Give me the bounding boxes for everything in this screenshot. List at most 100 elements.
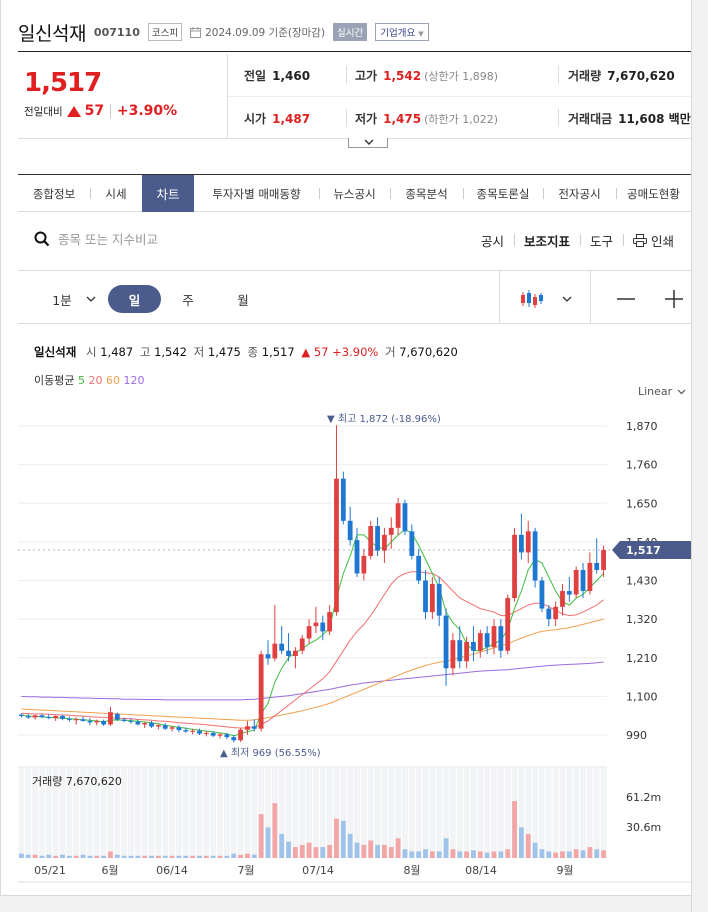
quote-grid: 전일 1,460 고가 1,542 (상한가 1,898) 거래량 7,670,620 … bbox=[228, 54, 691, 138]
candle-body bbox=[354, 540, 360, 574]
trade-amount: 거래대금 11,608 백만 bbox=[568, 110, 691, 127]
volume-bg-stripe bbox=[463, 768, 470, 858]
search-icon[interactable] bbox=[34, 231, 50, 247]
volume-bar bbox=[416, 851, 422, 858]
print-button[interactable]: 인쇄 bbox=[622, 231, 684, 250]
realtime-badge[interactable]: 실시간 bbox=[333, 23, 368, 41]
expand-toggle[interactable] bbox=[348, 138, 388, 148]
compare-search-input[interactable] bbox=[58, 231, 258, 247]
candle-body bbox=[128, 720, 134, 722]
chart-type-select[interactable] bbox=[513, 285, 578, 313]
candle-body bbox=[375, 526, 380, 551]
volume-bar bbox=[423, 849, 428, 858]
ma5-legend: 5 bbox=[77, 374, 85, 387]
quote-divider bbox=[558, 66, 559, 84]
volume-bar bbox=[258, 814, 264, 858]
chart-ohlc-info: 일신석재 시 1,487 고 1,542 저 1,475 종 1,517 ▲ 5… bbox=[34, 344, 461, 360]
volume-bg-stripe bbox=[155, 768, 162, 858]
volume-bar bbox=[347, 833, 353, 858]
scale-select[interactable]: Linear bbox=[638, 385, 686, 398]
tab-4[interactable]: 뉴스공시 bbox=[319, 175, 390, 212]
volume-bar bbox=[327, 844, 333, 858]
price-change: 전일대비 57 | +3.90% bbox=[24, 103, 177, 119]
candle-body bbox=[279, 643, 285, 651]
tab-8[interactable]: 공매도현황 bbox=[616, 175, 691, 212]
x-tick-label: 06/14 bbox=[156, 864, 188, 877]
volume-bg-stripe bbox=[470, 768, 477, 858]
candle-body bbox=[238, 729, 243, 741]
candle-body bbox=[286, 650, 291, 656]
volume-label: 거 bbox=[384, 345, 396, 359]
volume-bar bbox=[484, 852, 490, 858]
volume-bar bbox=[279, 833, 285, 858]
horizontal-scrollbar[interactable] bbox=[0, 895, 691, 912]
volume-bg-stripe bbox=[340, 768, 347, 858]
volume-bar bbox=[402, 849, 408, 858]
candle-body bbox=[402, 503, 408, 532]
volume-bar bbox=[532, 842, 538, 858]
volume-bar bbox=[594, 849, 600, 858]
volume-value: 7,670,620 bbox=[399, 345, 458, 359]
volume-bg-stripe bbox=[484, 768, 491, 858]
candle-body bbox=[121, 719, 127, 721]
tool-button[interactable]: 도구 bbox=[579, 231, 623, 250]
tab-3[interactable]: 투자자별 매매동향 bbox=[212, 186, 301, 201]
candle-body bbox=[539, 580, 545, 609]
volume-bg-stripe bbox=[59, 768, 66, 858]
quote-row: 시가 1,487 저가 1,475 (하한가 1,022) 거래대금 11,608 백만 bbox=[228, 96, 691, 138]
volume-bg-stripe bbox=[176, 768, 182, 858]
tab-0[interactable]: 종합정보 bbox=[32, 186, 76, 201]
quote-row: 전일 1,460 고가 1,542 (상한가 1,898) 거래량 7,670,620 bbox=[228, 54, 691, 96]
volume-bar bbox=[539, 849, 545, 858]
candle-body bbox=[224, 734, 230, 738]
ma20-legend: 20 bbox=[88, 374, 103, 387]
close-value: 1,517 bbox=[261, 345, 295, 359]
zoom-out-button[interactable] bbox=[614, 285, 638, 313]
high-price: 고가 1,542 (상한가 1,898) bbox=[355, 67, 498, 84]
tab-2[interactable]: 차트 bbox=[142, 175, 194, 212]
ma120-line bbox=[21, 661, 604, 701]
candle-body bbox=[272, 643, 278, 659]
period-month[interactable]: 월 bbox=[237, 292, 249, 308]
volume-bg-stripe bbox=[573, 768, 580, 858]
y-tick-label: 1,320 bbox=[626, 613, 658, 626]
tab-6[interactable]: 종목토론실 bbox=[463, 175, 543, 212]
notice-button[interactable]: 공시 bbox=[480, 234, 504, 249]
y-tick-label: 1,100 bbox=[626, 690, 658, 703]
ma60-legend: 60 bbox=[105, 374, 120, 387]
indicator-button[interactable]: 보조지표 bbox=[513, 231, 580, 250]
period-day[interactable]: 일 bbox=[108, 285, 161, 313]
candle-body bbox=[245, 726, 250, 730]
quote-divider bbox=[346, 66, 347, 84]
period-week[interactable]: 주 bbox=[182, 292, 194, 308]
volume-bar bbox=[94, 855, 100, 858]
vertical-scrollbar[interactable] bbox=[691, 0, 708, 912]
candle-body bbox=[464, 641, 469, 662]
stock-code: 007110 bbox=[93, 25, 140, 39]
amount-label: 거래대금 bbox=[568, 112, 613, 126]
candle-body bbox=[162, 725, 168, 729]
candle-body bbox=[73, 719, 79, 721]
candle-body bbox=[87, 720, 93, 723]
low-value: 1,475 bbox=[383, 112, 422, 126]
tab-7[interactable]: 전자공시 bbox=[543, 175, 616, 212]
minute-select[interactable]: 1분 bbox=[44, 285, 104, 313]
date-info: 2024.09.09 기준(장마감) bbox=[190, 25, 325, 40]
volume-bg-stripe bbox=[182, 768, 189, 858]
candle-body bbox=[176, 727, 182, 731]
volume-bar bbox=[39, 855, 45, 858]
zoom-in-button[interactable] bbox=[662, 285, 686, 313]
volume-bg-stripe bbox=[497, 768, 504, 858]
volume-bar bbox=[32, 854, 38, 858]
volume-bg-stripe bbox=[456, 768, 463, 858]
volume-bg-stripe bbox=[586, 768, 593, 858]
volume-bar bbox=[429, 851, 435, 858]
corp-info-button[interactable]: 기업개요 ▼ bbox=[375, 23, 429, 41]
volume-bar bbox=[142, 855, 148, 858]
price-chart[interactable]: 1,8701,7601,6501,5401,4301,3201,2101,100… bbox=[0, 395, 691, 895]
volume-bg-stripe bbox=[381, 768, 388, 858]
tab-1[interactable]: 시세 bbox=[90, 175, 142, 212]
prev-close: 전일 1,460 bbox=[244, 67, 310, 84]
tab-5[interactable]: 종목분석 bbox=[390, 175, 463, 212]
volume-bar bbox=[66, 855, 72, 858]
